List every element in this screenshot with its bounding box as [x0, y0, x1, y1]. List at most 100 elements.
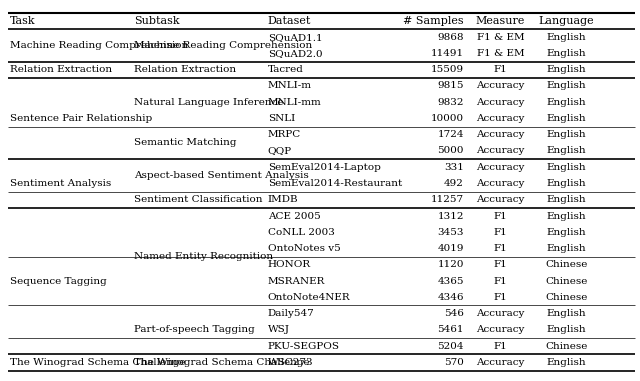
- Text: Named Entity Recognition: Named Entity Recognition: [134, 252, 273, 261]
- Text: 10000: 10000: [431, 114, 464, 123]
- Text: Relation Extraction: Relation Extraction: [134, 65, 236, 74]
- Text: F1: F1: [493, 244, 508, 253]
- Text: 5204: 5204: [438, 342, 464, 351]
- Text: Accuracy: Accuracy: [476, 358, 525, 367]
- Text: English: English: [547, 98, 586, 107]
- Text: OntoNotes v5: OntoNotes v5: [268, 244, 340, 253]
- Text: English: English: [547, 163, 586, 172]
- Text: English: English: [547, 33, 586, 42]
- Text: F1: F1: [493, 293, 508, 302]
- Text: MNLI-m: MNLI-m: [268, 82, 312, 90]
- Text: 492: 492: [444, 179, 464, 188]
- Text: English: English: [547, 130, 586, 139]
- Text: Accuracy: Accuracy: [476, 82, 525, 90]
- Text: WSJ: WSJ: [268, 325, 290, 335]
- Text: MNLI-mm: MNLI-mm: [268, 98, 321, 107]
- Text: English: English: [547, 49, 586, 58]
- Text: The Winograd Schema Challenge: The Winograd Schema Challenge: [134, 358, 310, 367]
- Text: HONOR: HONOR: [268, 260, 311, 269]
- Text: Accuracy: Accuracy: [476, 130, 525, 139]
- Text: Daily547: Daily547: [268, 309, 314, 318]
- Text: PKU-SEGPOS: PKU-SEGPOS: [268, 342, 340, 351]
- Text: Part-of-speech Tagging: Part-of-speech Tagging: [134, 325, 255, 335]
- Text: Chinese: Chinese: [545, 293, 588, 302]
- Text: MRPC: MRPC: [268, 130, 301, 139]
- Text: SemEval2014-Restaurant: SemEval2014-Restaurant: [268, 179, 402, 188]
- Text: English: English: [547, 325, 586, 335]
- Text: Semantic Matching: Semantic Matching: [134, 138, 236, 147]
- Text: Task: Task: [10, 16, 36, 26]
- Text: 1312: 1312: [438, 211, 464, 221]
- Text: F1: F1: [493, 65, 508, 74]
- Text: 331: 331: [444, 163, 464, 172]
- Text: Measure: Measure: [476, 16, 525, 26]
- Text: 5461: 5461: [438, 325, 464, 335]
- Text: Accuracy: Accuracy: [476, 98, 525, 107]
- Text: Subtask: Subtask: [134, 16, 180, 26]
- Text: 5000: 5000: [438, 146, 464, 155]
- Text: 4019: 4019: [438, 244, 464, 253]
- Text: SQuAD1.1: SQuAD1.1: [268, 33, 323, 42]
- Text: English: English: [547, 195, 586, 204]
- Text: English: English: [547, 114, 586, 123]
- Text: English: English: [547, 179, 586, 188]
- Text: Machine Reading Comprehension: Machine Reading Comprehension: [134, 41, 312, 50]
- Text: English: English: [547, 65, 586, 74]
- Text: SQuAD2.0: SQuAD2.0: [268, 49, 323, 58]
- Text: OntoNote4NER: OntoNote4NER: [268, 293, 350, 302]
- Text: English: English: [547, 309, 586, 318]
- Text: Aspect-based Sentiment Analysis: Aspect-based Sentiment Analysis: [134, 171, 308, 180]
- Text: Sentiment Analysis: Sentiment Analysis: [10, 179, 111, 188]
- Text: MSRANER: MSRANER: [268, 277, 325, 286]
- Text: Accuracy: Accuracy: [476, 309, 525, 318]
- Text: Dataset: Dataset: [268, 16, 311, 26]
- Text: # Samples: # Samples: [403, 16, 464, 26]
- Text: F1: F1: [493, 228, 508, 237]
- Text: WSC273: WSC273: [268, 358, 313, 367]
- Text: QQP: QQP: [268, 146, 292, 155]
- Text: 11257: 11257: [431, 195, 464, 204]
- Text: Accuracy: Accuracy: [476, 146, 525, 155]
- Text: Accuracy: Accuracy: [476, 179, 525, 188]
- Text: 9815: 9815: [438, 82, 464, 90]
- Text: The Winograd Schema Challenge: The Winograd Schema Challenge: [10, 358, 186, 367]
- Text: 546: 546: [444, 309, 464, 318]
- Text: English: English: [547, 228, 586, 237]
- Text: 15509: 15509: [431, 65, 464, 74]
- Text: SNLI: SNLI: [268, 114, 295, 123]
- Text: English: English: [547, 146, 586, 155]
- Text: 4365: 4365: [438, 277, 464, 286]
- Text: F1: F1: [493, 211, 508, 221]
- Text: Sentence Pair Relationship: Sentence Pair Relationship: [10, 114, 152, 123]
- Text: Chinese: Chinese: [545, 260, 588, 269]
- Text: Machine Reading Comprehension: Machine Reading Comprehension: [10, 41, 189, 50]
- Text: English: English: [547, 211, 586, 221]
- Text: English: English: [547, 358, 586, 367]
- Text: 9868: 9868: [438, 33, 464, 42]
- Text: English: English: [547, 82, 586, 90]
- Text: Natural Language Inference: Natural Language Inference: [134, 98, 284, 107]
- Text: Sequence Tagging: Sequence Tagging: [10, 277, 107, 286]
- Text: Sentiment Classification: Sentiment Classification: [134, 195, 262, 204]
- Text: Chinese: Chinese: [545, 277, 588, 286]
- Text: 1120: 1120: [438, 260, 464, 269]
- Text: 3453: 3453: [438, 228, 464, 237]
- Text: 11491: 11491: [431, 49, 464, 58]
- Text: F1 & EM: F1 & EM: [477, 33, 524, 42]
- Text: English: English: [547, 244, 586, 253]
- Text: F1: F1: [493, 260, 508, 269]
- Text: Accuracy: Accuracy: [476, 195, 525, 204]
- Text: ACE 2005: ACE 2005: [268, 211, 321, 221]
- Text: Chinese: Chinese: [545, 342, 588, 351]
- Text: F1 & EM: F1 & EM: [477, 49, 524, 58]
- Text: Tacred: Tacred: [268, 65, 303, 74]
- Text: 1724: 1724: [438, 130, 464, 139]
- Text: F1: F1: [493, 277, 508, 286]
- Text: Accuracy: Accuracy: [476, 325, 525, 335]
- Text: SemEval2014-Laptop: SemEval2014-Laptop: [268, 163, 381, 172]
- Text: F1: F1: [493, 342, 508, 351]
- Text: Relation Extraction: Relation Extraction: [10, 65, 113, 74]
- Text: CoNLL 2003: CoNLL 2003: [268, 228, 335, 237]
- Text: Accuracy: Accuracy: [476, 114, 525, 123]
- Text: Accuracy: Accuracy: [476, 163, 525, 172]
